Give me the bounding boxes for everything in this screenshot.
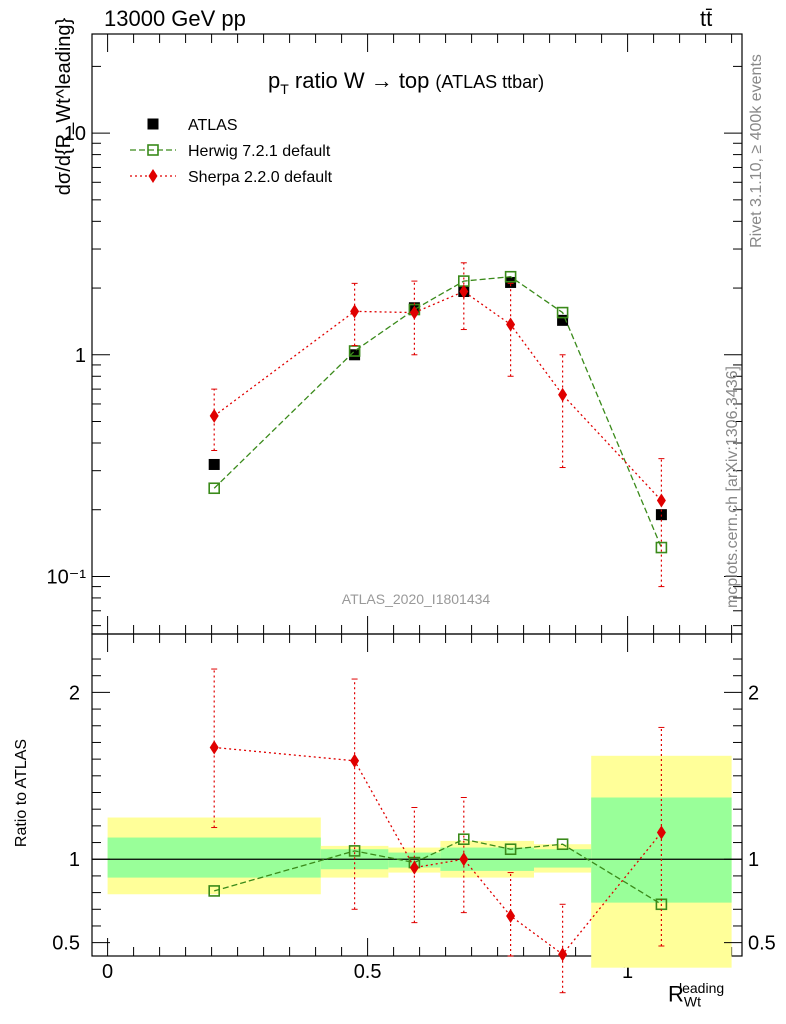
ratio-y-tick-label-right: 0.5 [748, 933, 776, 955]
ratio-data-point [558, 947, 568, 962]
main-series-line [213, 290, 662, 501]
uncertainty-band-inner [534, 849, 592, 868]
ratio-data-point [350, 753, 360, 768]
ratio-y-tick-label-left: 1 [69, 849, 80, 871]
x-tick-label: 1 [622, 961, 633, 983]
main-y-tick-label: 1 [75, 345, 86, 367]
ratio-plot-layer: 0 0.5 1 0.5 0.5 1 1 2 2 [52, 634, 776, 994]
main-data-point [409, 305, 419, 320]
ratio-y-axis-label: Ratio to ATLAS [13, 738, 31, 848]
ratio-data-point [209, 740, 219, 755]
main-y-axis-label: dσ/d{R_Wt^leading} [53, 17, 76, 196]
x-tick-label: 0 [102, 961, 113, 983]
plot-title-tag: (ATLAS ttbar) [435, 72, 544, 92]
main-data-point [209, 408, 219, 423]
legend-label: Sherpa 2.2.0 default [188, 169, 333, 186]
legend-label: Herwig 7.2.1 default [188, 143, 331, 160]
uncertainty-band-inner [107, 837, 321, 878]
main-data-point [656, 493, 666, 508]
ratio-plot-frame [91, 633, 743, 957]
ratio-data-point [656, 825, 666, 840]
ratio-series-line [214, 838, 662, 905]
main-y-tick-label: 10⁻¹ [47, 566, 87, 588]
plot-title-p: p [268, 68, 280, 93]
main-data-point [655, 541, 668, 554]
ratio-y-tick-label-right: 1 [748, 849, 759, 871]
ratio-data-point [556, 838, 569, 851]
ratio-data-point [504, 843, 517, 856]
x-axis-label: RWtleading [668, 980, 746, 1010]
plot-title-sub: T [280, 81, 289, 97]
ratio-data-point [348, 845, 361, 857]
ratio-data-point [459, 852, 469, 867]
analysis-id: ATLAS_2020_I1801434 [342, 591, 491, 607]
main-y-tick-label: 10 [64, 123, 86, 145]
main-series-line [213, 276, 662, 548]
plot-title: pT ratio W → top (ATLAS ttbar) [268, 68, 544, 97]
x-axis-label-main: R [668, 981, 684, 1007]
legend-label: ATLAS [188, 117, 238, 134]
ratio-y-tick-label-left: 2 [69, 682, 80, 704]
main-data-point [506, 317, 516, 332]
source-info: mcplots.cern.ch [arXiv:1306.3436] [723, 366, 741, 608]
rivet-info: Rivet 3.1.10, ≥ 400k events [747, 54, 765, 248]
ratio-y-tick-label-left: 0.5 [52, 933, 80, 955]
plot-title-rest: ratio W → top [289, 68, 430, 93]
main-data-point [208, 458, 220, 470]
ratio-data-point [409, 860, 419, 875]
legend-marker [148, 169, 158, 183]
ratio-y-tick-label-right: 2 [748, 682, 759, 704]
main-data-point [557, 314, 569, 326]
legend-marker [147, 118, 159, 130]
main-data-point [350, 304, 360, 319]
ratio-data-point [457, 833, 470, 846]
process-label: tt̄ [700, 6, 713, 31]
main-data-point [208, 482, 220, 495]
ratio-data-point [506, 908, 516, 923]
ratio-data-point [208, 885, 220, 897]
x-axis-label-sub: Wt [683, 993, 701, 1010]
legend: ATLAS Herwig 7.2.1 default Sherpa 2.2.0 de… [130, 117, 333, 186]
main-plot-layer: 10⁻¹ 1 10 [47, 34, 742, 634]
main-data-point [556, 306, 569, 319]
main-data-point [558, 387, 568, 402]
beam-energy: 13000 GeV pp [104, 6, 246, 31]
main-data-point [349, 349, 361, 361]
main-data-point [504, 270, 517, 283]
x-tick-label: 0.5 [354, 961, 382, 983]
main-data-point [459, 284, 469, 299]
x-axis-label-sup: leading [679, 980, 725, 996]
legend-marker [147, 144, 159, 156]
